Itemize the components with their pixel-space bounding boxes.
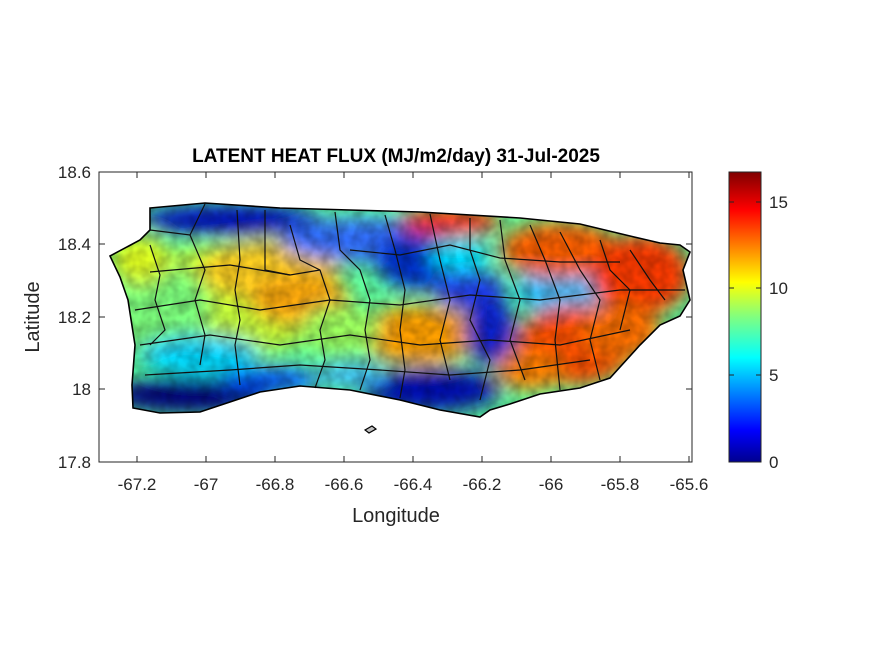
colorbar-tick-marks (729, 201, 761, 376)
x-tick-label: -66 (539, 475, 564, 494)
x-tick-label: -67.2 (118, 475, 157, 494)
municipality-boundaries (134, 203, 685, 401)
x-tick-label: -67 (194, 475, 219, 494)
x-tick-label: -65.8 (601, 475, 640, 494)
island-outline (108, 202, 691, 418)
x-axis-label: Longitude (352, 505, 440, 527)
y-axis-label: Latitude (22, 281, 44, 352)
y-tick-label: 18.4 (58, 235, 91, 254)
heat-field (110, 203, 690, 417)
colorbar-tick-label: 10 (769, 279, 788, 298)
small-island (363, 425, 378, 434)
x-tick-label: -66.4 (394, 475, 433, 494)
colorbar-tick-label: 5 (769, 366, 778, 385)
y-tick-label: 18.6 (58, 163, 91, 182)
x-tick-label: -66.8 (256, 475, 295, 494)
colorbar-tick-label: 15 (769, 193, 788, 212)
colorbar-tick-label: 0 (769, 453, 778, 472)
y-tick-marks (99, 171, 692, 463)
x-tick-label: -65.6 (670, 475, 709, 494)
x-tick-marks (136, 172, 690, 462)
y-tick-label: 17.8 (58, 453, 91, 472)
y-tick-label: 18.2 (58, 308, 91, 327)
colorbar (728, 171, 762, 463)
chart-title: LATENT HEAT FLUX (MJ/m2/day) 31-Jul-2025 (192, 146, 600, 167)
x-tick-label: -66.2 (463, 475, 502, 494)
y-tick-label: 18 (72, 380, 91, 399)
x-tick-label: -66.6 (325, 475, 364, 494)
